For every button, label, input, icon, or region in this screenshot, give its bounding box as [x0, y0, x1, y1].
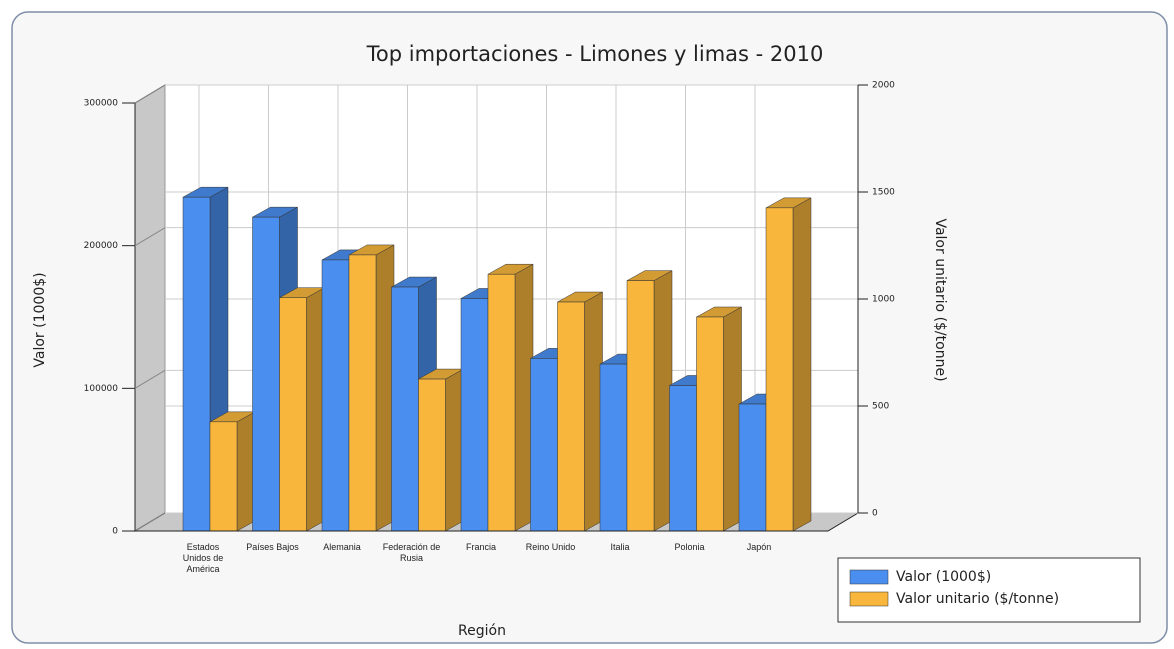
- grid-line: [134, 227, 166, 247]
- y-tick-label: 100000: [84, 384, 119, 394]
- x-tick-label: Italia: [610, 542, 630, 552]
- x-tick-label: Alemania: [323, 542, 361, 552]
- bar: [209, 421, 238, 532]
- bar-side: [792, 197, 812, 532]
- x-tick-label: Polonia: [674, 542, 705, 552]
- bar: [391, 286, 419, 532]
- legend-swatch: [849, 569, 889, 585]
- bar: [418, 378, 446, 532]
- side-wall: [134, 84, 166, 532]
- legend-swatch: [849, 591, 889, 607]
- legend-label: Valor unitario ($/tonne): [896, 591, 1059, 607]
- bar: [530, 358, 558, 532]
- bar: [348, 254, 377, 532]
- chart-title: Top importaciones - Limones y limas - 20…: [366, 42, 824, 66]
- y-tick-label: 300000: [84, 99, 119, 109]
- bar: [487, 273, 516, 532]
- x-tick-label: Países Bajos: [246, 542, 299, 552]
- x-tick-label: Reino Unido: [525, 542, 576, 552]
- y2-tick-label: 2000: [872, 81, 895, 91]
- legend: [837, 557, 1141, 623]
- x-axis-title: Región: [458, 623, 506, 639]
- bar: [460, 298, 489, 532]
- grid-line: [134, 512, 166, 532]
- x-tick-label: Francia: [465, 542, 496, 552]
- bar: [182, 196, 211, 532]
- bar: [599, 363, 628, 532]
- y2-tick-label: 1500: [872, 188, 895, 198]
- y2-tick-label: 0: [872, 509, 878, 519]
- grid-line: [134, 84, 166, 104]
- x-tick-label: Japón: [746, 542, 772, 552]
- grid-line: [134, 369, 166, 389]
- legend-label: Valor (1000$): [896, 569, 991, 585]
- y-axis-title: Valor (1000$): [32, 272, 48, 367]
- bar: [252, 216, 280, 532]
- bar: [696, 316, 724, 532]
- bar: [321, 259, 350, 532]
- bar: [669, 385, 697, 532]
- y2-axis-title: Valor unitario ($/tonne): [932, 218, 948, 381]
- bar: [626, 280, 655, 532]
- y-tick-label: 200000: [84, 241, 119, 251]
- bar: [557, 301, 585, 532]
- y2-tick-label: 1000: [872, 295, 895, 305]
- bar: [738, 403, 767, 532]
- y2-tick-label: 500: [872, 402, 889, 412]
- bar: [765, 207, 794, 532]
- x-tick-label: Estados Unidos de América: [182, 542, 224, 574]
- bar: [279, 297, 307, 532]
- y-tick-label: 0: [112, 527, 118, 537]
- x-tick-label: Federación de Rusia: [382, 542, 441, 563]
